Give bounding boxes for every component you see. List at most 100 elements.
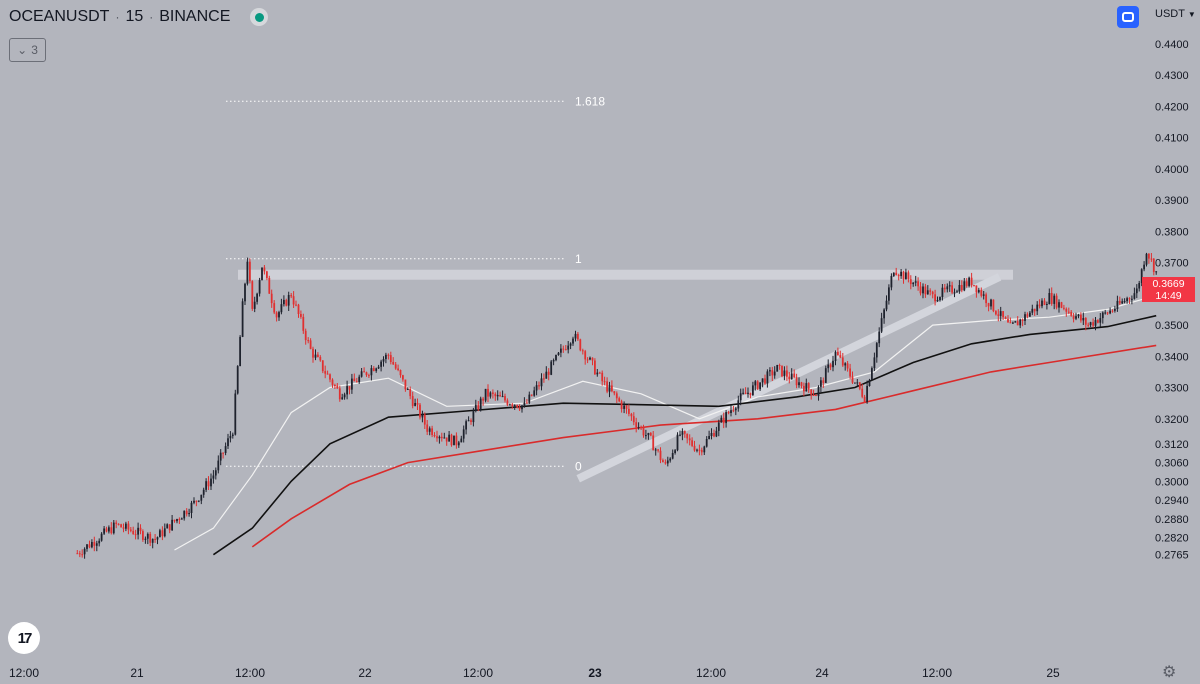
candle-body <box>717 422 720 431</box>
candle-body <box>873 357 876 369</box>
candle-body <box>214 470 217 476</box>
candle-body <box>176 519 178 522</box>
candle-body <box>392 362 395 365</box>
candle-body <box>207 481 210 487</box>
candle-body <box>292 296 295 305</box>
candle-body <box>363 371 365 373</box>
candle-body <box>771 370 774 376</box>
candle-body <box>1036 304 1039 312</box>
candle-body <box>1060 302 1063 308</box>
candle-body <box>810 389 813 395</box>
candle-body <box>180 518 183 520</box>
candle-body <box>664 462 667 464</box>
candle-body <box>112 522 115 534</box>
fullscreen-icon[interactable] <box>1117 6 1139 28</box>
candle-body <box>975 285 978 293</box>
candle-body <box>506 400 509 405</box>
candle-body <box>958 285 961 292</box>
price-axis-label: 0.2765 <box>1155 550 1189 562</box>
candle-body <box>1101 312 1104 319</box>
candle-body <box>144 538 147 540</box>
candle-body <box>168 524 171 531</box>
candle-body <box>761 378 764 383</box>
candle-body <box>120 524 122 528</box>
candle-body <box>212 475 215 479</box>
candle-body <box>1080 314 1082 321</box>
candle-body <box>360 371 363 377</box>
gear-icon[interactable]: ⚙ <box>1162 664 1177 681</box>
candle-body <box>630 413 633 417</box>
candle-body <box>783 370 786 377</box>
candle-body <box>173 519 176 522</box>
currency-label: USDT <box>1155 8 1185 20</box>
candle-body <box>95 543 98 546</box>
candle-body <box>618 398 621 402</box>
candle-body <box>387 354 390 356</box>
candle-body <box>285 299 288 306</box>
candle-body <box>581 350 584 352</box>
candle-body <box>411 396 414 406</box>
candle-body <box>929 290 932 292</box>
candle-body <box>849 368 851 377</box>
candle-body <box>851 376 854 383</box>
candle-body <box>190 502 193 513</box>
candle-body <box>302 316 305 331</box>
resistance-zone[interactable] <box>238 269 1013 280</box>
candle-body <box>773 371 776 376</box>
candle-body <box>805 383 808 392</box>
candle-body <box>747 392 749 395</box>
candle-body <box>948 285 951 287</box>
candle-body <box>880 318 883 332</box>
candle-body <box>657 449 659 451</box>
candle-body <box>509 404 511 406</box>
candle-body <box>919 286 922 294</box>
candle-body <box>450 434 453 446</box>
candle-body <box>1099 318 1102 323</box>
candle-body <box>734 408 737 411</box>
candle-body <box>1143 264 1145 270</box>
candle-body <box>197 500 200 502</box>
candle-body <box>482 398 484 401</box>
candle-body <box>1072 315 1075 319</box>
price-axis-label: 0.2820 <box>1155 533 1189 545</box>
candle-body <box>1126 298 1128 302</box>
candle-body <box>623 405 625 409</box>
candle-body <box>883 309 885 319</box>
candle-body <box>431 428 433 435</box>
candle-body <box>389 355 392 362</box>
price-axis-label: 0.3000 <box>1155 476 1189 488</box>
candle-body <box>564 349 567 351</box>
indicators-collapse-button[interactable]: ⌄ 3 <box>9 38 46 62</box>
candle-body <box>688 438 691 441</box>
candle-body <box>540 378 543 387</box>
candle-body <box>829 364 832 368</box>
candle-body <box>151 538 154 543</box>
candle-body <box>982 294 985 296</box>
moving-average-red <box>251 344 1157 548</box>
tradingview-logo-icon[interactable]: 17 <box>8 622 40 654</box>
candle-body <box>1131 298 1133 300</box>
candle-body <box>666 460 669 464</box>
candle-body <box>399 370 402 376</box>
candle-body <box>669 458 672 461</box>
candle-body <box>854 382 856 384</box>
candle-body <box>875 343 878 358</box>
candle-body <box>329 374 331 380</box>
candle-body <box>632 416 635 423</box>
candle-body <box>560 348 562 353</box>
candle-body <box>479 398 482 410</box>
candle-body <box>117 523 120 525</box>
symbol-legend[interactable]: OCEANUSDT · 15 · BINANCE <box>9 8 269 26</box>
candle-body <box>674 450 676 453</box>
candle-body <box>183 510 186 519</box>
candle-body <box>759 382 761 390</box>
currency-selector[interactable]: USDT ▼ <box>1155 8 1196 20</box>
candle-body <box>149 533 152 543</box>
candle-body <box>188 513 190 515</box>
candle-body <box>698 449 701 451</box>
candle-body <box>530 394 533 396</box>
candle-body <box>1094 320 1097 326</box>
candle-body <box>426 424 429 432</box>
